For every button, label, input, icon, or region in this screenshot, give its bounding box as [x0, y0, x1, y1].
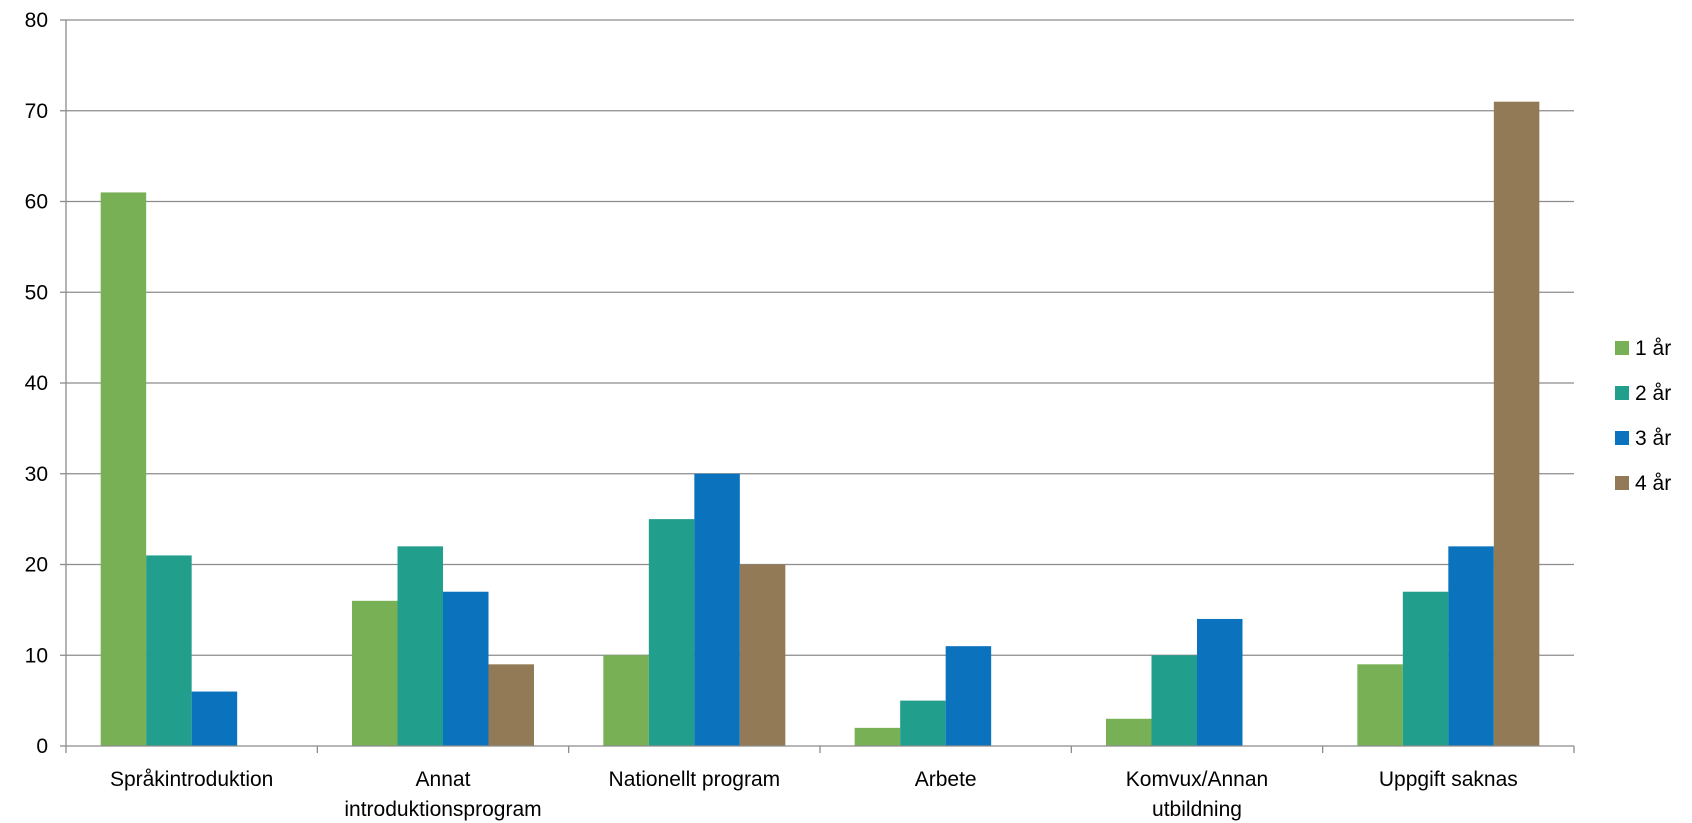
y-tick-label: 40: [25, 372, 48, 395]
bar-2: [648, 519, 695, 746]
bar-3: [191, 691, 238, 746]
bar-4: [739, 564, 786, 746]
bar-2: [397, 546, 443, 746]
x-category-label: utbildning: [1152, 798, 1242, 821]
x-category-label: Komvux/Annan: [1126, 768, 1268, 791]
bars: [100, 101, 1540, 747]
y-tick-labels: 0 10 20 30 40 50 60 70 80: [25, 9, 48, 758]
y-tick-label: 80: [25, 9, 48, 32]
bar-1: [1106, 718, 1152, 746]
legend-swatch: [1615, 431, 1629, 445]
y-tick-label: 70: [25, 100, 48, 123]
legend-label: 2 år: [1635, 382, 1671, 405]
bar-3: [1448, 546, 1494, 746]
bar-1: [854, 727, 901, 746]
bar-3: [694, 473, 740, 746]
legend-label: 4 år: [1635, 472, 1671, 495]
y-tick-label: 20: [25, 554, 48, 577]
bar-1: [603, 655, 649, 746]
bar-4: [1493, 101, 1540, 747]
axes: [65, 20, 1575, 753]
bar-3: [1197, 618, 1243, 746]
bar-4: [488, 664, 534, 746]
bar-3: [945, 646, 992, 746]
bar-3: [443, 591, 489, 746]
bar-1: [1357, 664, 1403, 746]
y-tick-label: 10: [25, 644, 48, 667]
bar-2: [900, 700, 946, 746]
legend-swatch: [1615, 386, 1629, 400]
legend-label: 3 år: [1635, 427, 1671, 450]
y-tick-label: 30: [25, 463, 48, 486]
y-tick-label: 50: [25, 281, 48, 304]
legend-swatch: [1615, 476, 1629, 490]
x-category-label: Arbete: [915, 768, 977, 791]
x-category-label: Uppgift saknas: [1379, 768, 1518, 791]
x-category-label: Språkintroduktion: [110, 768, 273, 791]
x-category-label: Nationellt program: [609, 768, 781, 791]
bar-1: [352, 600, 398, 746]
x-category-labels: Språkintroduktion Annat introduktionsprogr…: [110, 768, 1518, 821]
bar-1: [100, 192, 147, 747]
bar-2: [146, 555, 192, 746]
x-category-label: Annat: [416, 768, 471, 791]
x-category-label: introduktionsprogram: [344, 798, 541, 821]
legend: 1 år 2 år 3 år 4 år: [1615, 337, 1671, 495]
legend-label: 1 år: [1635, 337, 1671, 360]
bar-2: [1151, 655, 1197, 746]
y-tick-label: 0: [36, 735, 48, 758]
gridlines: [60, 19, 1574, 747]
bar-2: [1402, 591, 1449, 746]
legend-swatch: [1615, 341, 1629, 355]
y-tick-label: 60: [25, 191, 48, 214]
